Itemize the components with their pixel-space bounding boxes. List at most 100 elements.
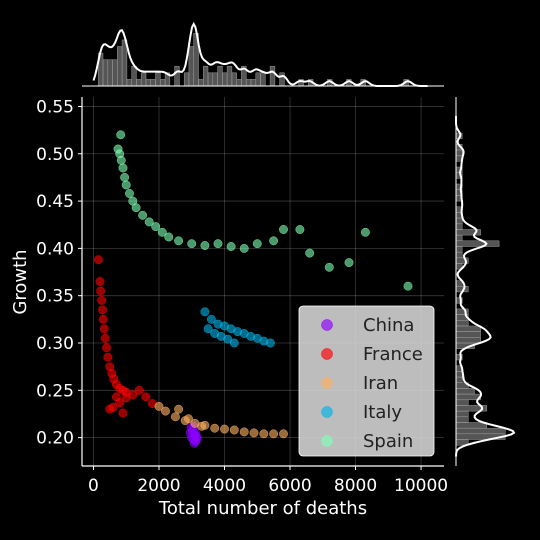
data-point	[226, 242, 236, 251]
data-point	[131, 203, 141, 213]
right-marginal-density-curve	[455, 115, 516, 457]
series-france	[93, 255, 157, 418]
y-tick-label: 0.25	[36, 381, 74, 401]
data-point	[116, 155, 126, 165]
data-point	[200, 241, 210, 250]
y-axis-ticks: 0.20 0.25 0.30 0.35 0.40 0.45 0.50 0.55	[36, 97, 82, 449]
legend-marker-spain	[321, 435, 333, 447]
legend: China France Iran Italy Spain	[298, 305, 435, 457]
data-point	[184, 414, 193, 424]
series-spain	[113, 130, 413, 291]
data-point	[279, 225, 288, 234]
data-point	[403, 281, 413, 291]
data-point	[174, 404, 184, 414]
plot-axes	[81, 97, 444, 467]
data-point	[98, 314, 108, 324]
legend-label-italy: Italy	[363, 402, 402, 423]
data-point	[157, 227, 167, 237]
data-point	[220, 424, 229, 434]
data-point	[229, 338, 239, 348]
legend-label-china: China	[363, 315, 414, 336]
data-point	[197, 421, 207, 431]
data-point	[213, 239, 223, 249]
y-tick-label: 0.30	[36, 334, 74, 354]
series-italy	[200, 307, 275, 348]
data-point	[190, 428, 200, 438]
data-point	[120, 172, 130, 182]
data-point	[134, 385, 144, 395]
x-tick-label: 4000	[203, 476, 246, 496]
x-tick-label: 8000	[334, 476, 377, 496]
legend-marker-italy	[321, 406, 333, 418]
data-point	[98, 305, 108, 315]
data-point	[295, 225, 305, 234]
legend-background	[298, 305, 435, 457]
legend-marker-iran	[321, 377, 333, 389]
y-tick-label: 0.45	[36, 192, 74, 212]
data-point	[265, 338, 275, 348]
data-point	[144, 217, 154, 227]
data-point	[252, 239, 262, 249]
y-tick-label: 0.20	[36, 429, 74, 449]
x-tick-label: 6000	[268, 476, 311, 496]
data-point	[99, 324, 109, 334]
data-point	[161, 406, 170, 416]
y-tick-label: 0.50	[36, 145, 74, 165]
data-point	[125, 189, 134, 198]
data-point	[174, 236, 184, 246]
y-tick-label: 0.40	[36, 239, 74, 259]
top-marginal-density-curve	[92, 21, 428, 87]
data-point	[111, 392, 121, 402]
data-point	[170, 412, 180, 422]
data-point	[269, 429, 279, 439]
data-point	[141, 392, 151, 402]
data-point	[164, 232, 174, 242]
legend-label-iran: Iran	[363, 373, 398, 394]
data-point	[121, 393, 131, 403]
right-marginal-plot	[455, 97, 516, 466]
legend-label-france: France	[363, 344, 423, 365]
legend-marker-china	[321, 319, 333, 331]
scatter-points	[93, 130, 413, 448]
y-axis-label: Growth	[10, 249, 31, 314]
data-point	[269, 236, 279, 246]
data-point	[151, 222, 161, 232]
data-point	[95, 277, 105, 286]
data-point	[239, 243, 249, 253]
data-point	[187, 239, 197, 249]
data-point	[154, 401, 164, 411]
data-point	[97, 295, 107, 305]
top-marginal-plot	[82, 21, 444, 87]
x-axis-label: Total number of deaths	[158, 498, 367, 519]
data-point	[121, 180, 131, 190]
legend-label-spain: Spain	[363, 431, 413, 452]
data-point	[118, 163, 128, 173]
data-point	[116, 130, 126, 140]
data-point	[360, 227, 370, 237]
data-point	[249, 428, 259, 438]
data-point	[96, 286, 106, 296]
data-point	[203, 324, 213, 334]
data-point	[118, 408, 128, 418]
data-point	[206, 314, 216, 324]
top-marginal-histogram	[93, 33, 428, 87]
x-tick-label: 10000	[394, 476, 448, 496]
data-point	[210, 423, 220, 433]
x-tick-label: 0	[88, 476, 99, 496]
y-tick-label: 0.55	[36, 97, 74, 117]
data-point	[229, 425, 239, 435]
data-point	[239, 427, 249, 437]
data-point	[100, 333, 110, 343]
data-point	[200, 307, 210, 317]
data-point	[305, 248, 315, 258]
y-tick-label: 0.35	[36, 287, 74, 307]
legend-marker-france	[321, 348, 333, 360]
data-point	[344, 258, 354, 268]
x-axis-ticks: 0 2000 4000 6000 8000 10000	[88, 466, 448, 496]
data-point	[279, 429, 288, 439]
x-tick-label: 2000	[137, 476, 180, 496]
data-point	[93, 255, 103, 265]
data-point	[103, 352, 113, 362]
data-point	[138, 210, 148, 220]
